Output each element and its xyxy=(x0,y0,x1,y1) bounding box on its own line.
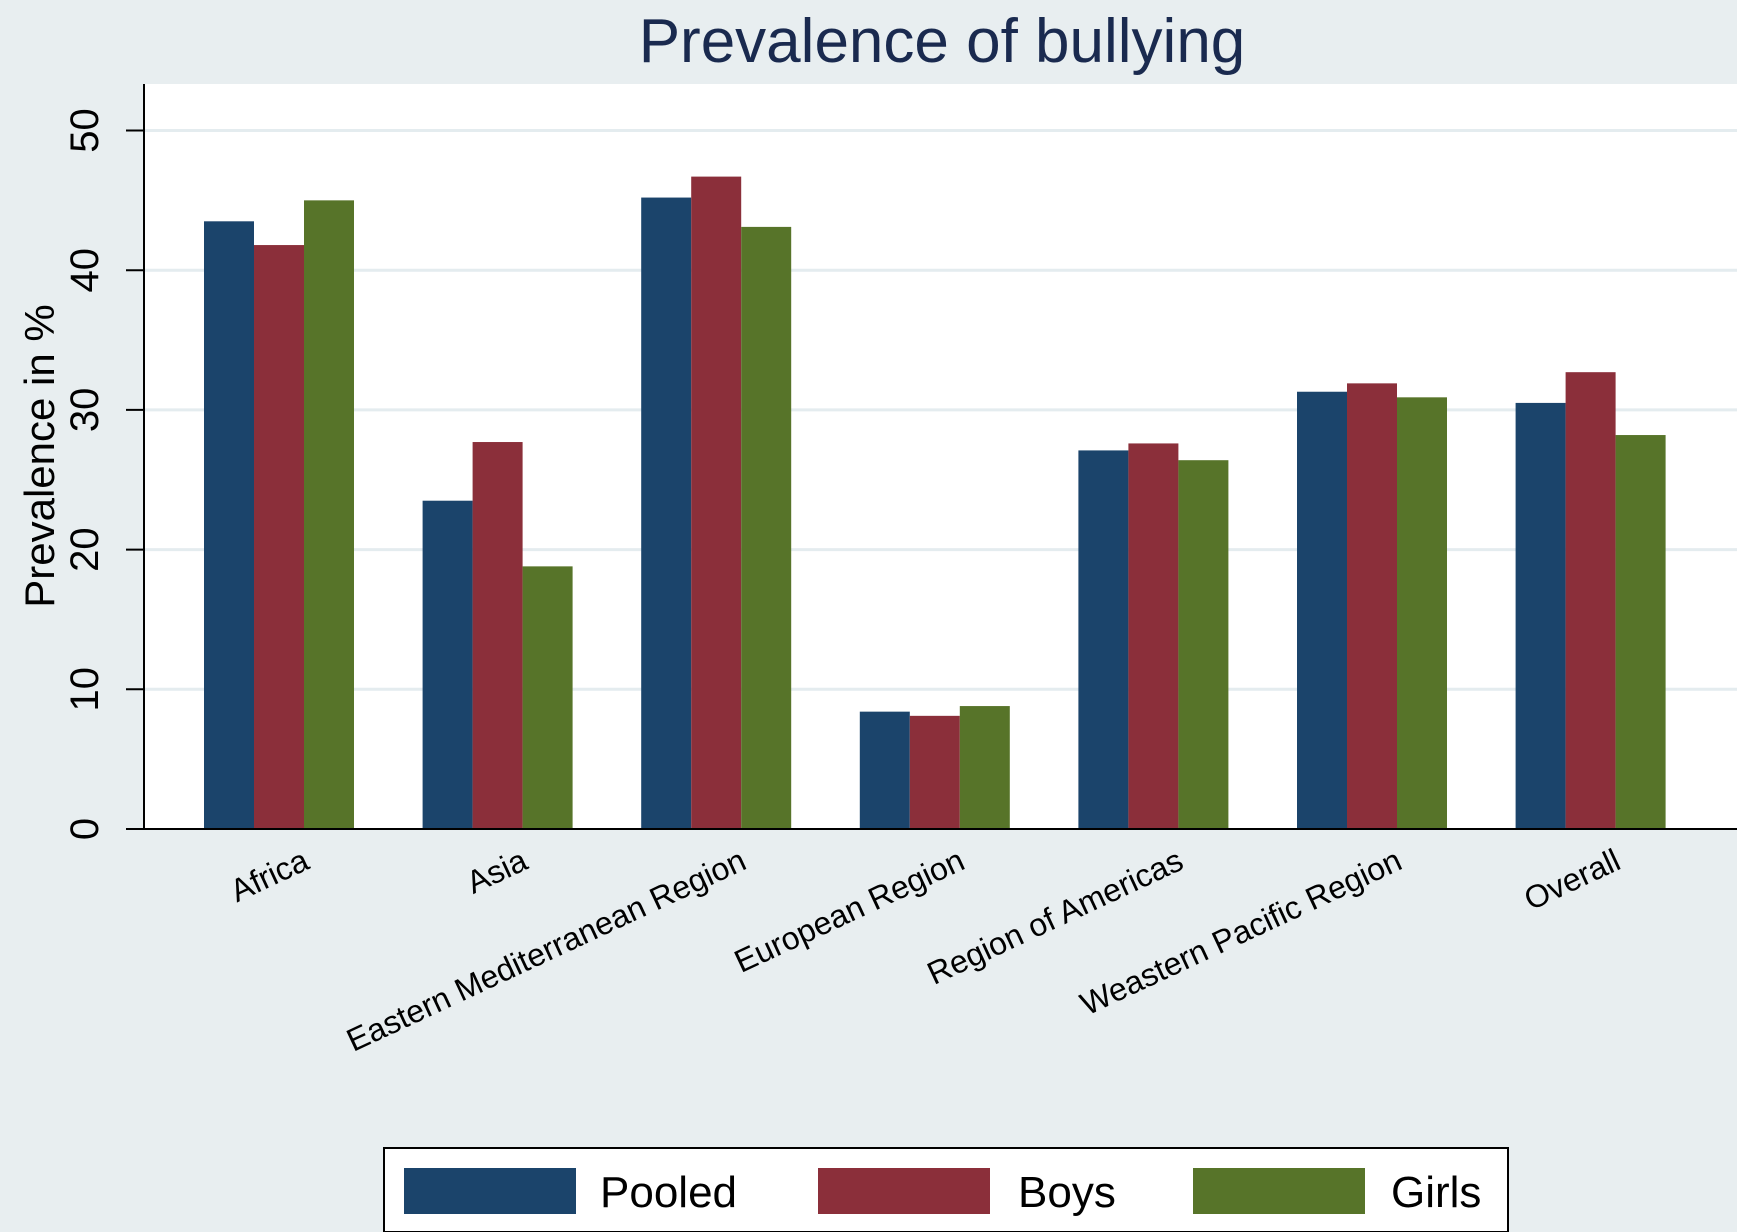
plot-area xyxy=(144,84,1737,829)
bar-boys-2 xyxy=(691,176,742,829)
bar-girls-6 xyxy=(1615,435,1666,829)
grid-lines xyxy=(144,129,1737,691)
bar-girls-2 xyxy=(741,226,792,829)
x-category-label: Overall xyxy=(1518,842,1625,917)
bar-boys-1 xyxy=(472,442,523,829)
y-tick-label: 10 xyxy=(63,667,107,712)
y-tick-label: 20 xyxy=(63,527,107,572)
bar-girls-0 xyxy=(304,200,354,830)
y-tick-label: 40 xyxy=(63,248,107,293)
legend-label-pooled: Pooled xyxy=(600,1168,737,1217)
bar-boys-0 xyxy=(254,245,304,829)
bar-boys-6 xyxy=(1565,372,1616,829)
x-category-label: Africa xyxy=(225,842,315,909)
bar-pooled-5 xyxy=(1297,391,1347,829)
y-tick-label: 0 xyxy=(63,818,107,840)
bar-girls-4 xyxy=(1178,460,1229,829)
bar-pooled-0 xyxy=(204,221,254,829)
legend-swatch-pooled xyxy=(404,1168,576,1214)
bar-girls-5 xyxy=(1397,397,1447,829)
legend-label-boys: Boys xyxy=(1018,1168,1116,1217)
bars xyxy=(204,176,1666,830)
bar-girls-1 xyxy=(522,566,573,829)
bar-boys-3 xyxy=(909,715,960,829)
bar-pooled-1 xyxy=(422,500,473,829)
y-ticks: 0 10 20 30 40 50 xyxy=(63,108,144,840)
bar-pooled-2 xyxy=(641,197,692,829)
legend-swatch-girls xyxy=(1193,1168,1365,1214)
bar-boys-5 xyxy=(1347,383,1397,829)
x-category-label: Asia xyxy=(461,842,533,901)
bar-boys-4 xyxy=(1128,443,1179,829)
legend-items: Pooled Boys Girls xyxy=(404,1168,1481,1217)
bar-pooled-4 xyxy=(1078,450,1129,829)
chart-title: Prevalence of bullying xyxy=(639,7,1246,76)
y-axis-label: Prevalence in % xyxy=(16,304,63,608)
legend: Pooled Boys Girls xyxy=(383,1147,1509,1232)
bar-pooled-3 xyxy=(859,711,910,829)
bar-pooled-6 xyxy=(1515,402,1566,829)
legend-swatch-boys xyxy=(818,1168,990,1214)
y-tick-label: 50 xyxy=(63,108,107,153)
x-category-label: Eastern Mediterranean Region xyxy=(341,842,751,1059)
legend-label-girls: Girls xyxy=(1391,1168,1481,1217)
y-tick-label: 30 xyxy=(63,388,107,433)
bar-girls-3 xyxy=(959,706,1010,829)
